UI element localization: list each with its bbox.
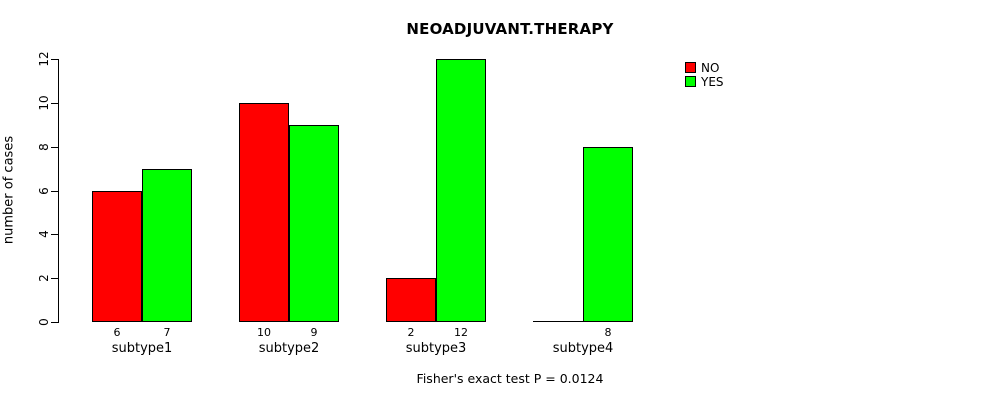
bar-yes-subtype3 (436, 59, 486, 322)
bar-no-subtype1 (92, 191, 142, 322)
legend-label-yes: YES (701, 74, 724, 89)
category-label-subtype1: subtype1 (111, 341, 173, 356)
y-tick-label: 8 (37, 143, 51, 151)
y-axis-line (58, 59, 59, 323)
bar-value-label: 12 (454, 326, 468, 339)
y-tick (51, 278, 58, 279)
y-tick-label: 10 (37, 95, 51, 111)
category-label-subtype4: subtype4 (552, 341, 614, 356)
y-tick-label: 12 (37, 51, 51, 67)
chart-title: NEOADJUVANT.THERAPY (406, 20, 614, 38)
y-tick (51, 59, 58, 60)
y-tick (51, 103, 58, 104)
y-tick-label: 2 (37, 274, 51, 282)
bar-no-subtype3 (386, 278, 436, 322)
legend-item-no: NO (685, 61, 724, 74)
y-axis-label: number of cases (1, 135, 17, 245)
bar-value-label: 6 (113, 326, 121, 339)
bar-no-subtype2 (239, 103, 289, 322)
y-tick (51, 234, 58, 235)
bar-yes-subtype4 (583, 147, 633, 322)
y-tick-label: 6 (37, 187, 51, 195)
legend-label-no: NO (701, 60, 720, 75)
legend: NO YES (685, 61, 724, 89)
y-tick-label: 0 (37, 318, 51, 326)
category-label-subtype3: subtype3 (405, 341, 467, 356)
y-tick-label: 4 (37, 230, 51, 238)
bar-value-label: 9 (310, 326, 318, 339)
bar-no-subtype4-zero (533, 321, 583, 322)
bar-value-label: 2 (407, 326, 415, 339)
footer-annotation: Fisher's exact test P = 0.0124 (416, 371, 604, 386)
bar-value-label: 7 (163, 326, 171, 339)
y-tick (51, 147, 58, 148)
bar-yes-subtype2 (289, 125, 339, 322)
bar-value-label: 10 (257, 326, 271, 339)
legend-swatch-yes (685, 76, 696, 87)
bar-value-label: 8 (604, 326, 612, 339)
bar-yes-subtype1 (142, 169, 192, 322)
y-tick (51, 191, 58, 192)
category-label-subtype2: subtype2 (258, 341, 320, 356)
y-tick (51, 322, 58, 323)
legend-item-yes: YES (685, 75, 724, 88)
legend-swatch-no (685, 62, 696, 73)
